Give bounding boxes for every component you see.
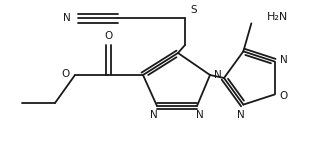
Text: O: O [279, 91, 288, 101]
Text: N: N [63, 13, 71, 23]
Text: S: S [190, 5, 197, 15]
Text: N: N [280, 54, 288, 65]
Text: O: O [62, 69, 70, 79]
Text: N: N [150, 110, 158, 120]
Text: H₂N: H₂N [267, 12, 289, 22]
Text: N: N [238, 110, 245, 120]
Text: O: O [104, 31, 112, 41]
Text: N: N [196, 110, 204, 120]
Text: N: N [214, 70, 222, 80]
